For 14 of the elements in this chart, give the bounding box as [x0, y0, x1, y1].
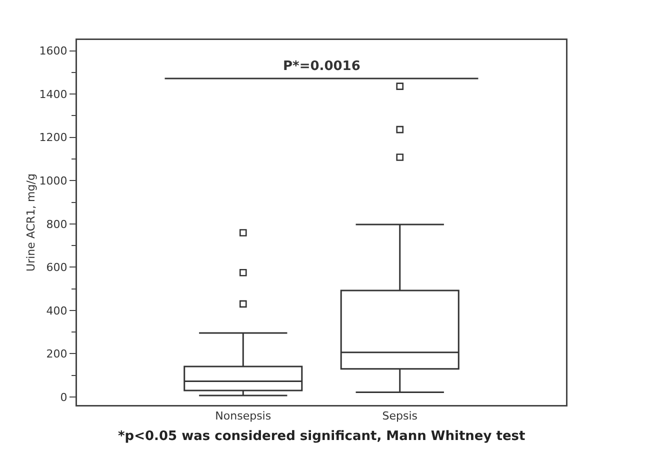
text: *p<0.05 was considered significant, Mann Whitney test: [118, 429, 526, 444]
x-tick-label: Sepsis: [382, 410, 418, 423]
y-tick-label: 1000: [39, 174, 68, 188]
y-axis-title: Urine ACR1, mg/g: [24, 174, 38, 272]
x-tick-label: Nonsepsis: [215, 410, 272, 423]
y-tick-label: 400: [46, 304, 68, 318]
annotation: P*=0.0016: [283, 59, 360, 74]
y-tick-label: 800: [46, 218, 68, 231]
y-tick-label: 1600: [39, 44, 68, 58]
y-tick-label: 0: [60, 390, 68, 404]
y-tick-label: 200: [46, 348, 68, 361]
y-tick-label: 600: [46, 261, 68, 274]
y-tick-label: 1200: [39, 131, 68, 144]
y-tick-label: 1400: [39, 88, 68, 101]
